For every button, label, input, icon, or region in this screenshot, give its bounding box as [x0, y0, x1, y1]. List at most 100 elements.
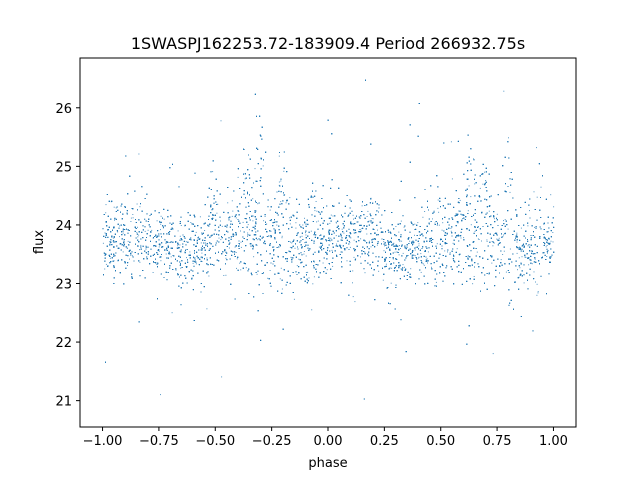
data-point: [493, 218, 495, 220]
data-point: [231, 200, 233, 202]
data-point: [414, 229, 416, 230]
data-point: [127, 240, 129, 242]
data-point: [240, 246, 242, 248]
data-point: [212, 171, 214, 173]
data-point: [280, 180, 282, 182]
data-point: [360, 230, 362, 232]
data-point: [352, 282, 353, 284]
data-point: [172, 255, 174, 256]
data-point: [290, 256, 292, 258]
data-point: [180, 267, 182, 269]
data-point: [496, 213, 498, 215]
data-point: [353, 239, 355, 241]
data-point: [252, 198, 254, 200]
data-point: [517, 269, 518, 271]
data-point: [536, 283, 538, 285]
data-point: [220, 120, 222, 122]
data-point: [129, 258, 130, 260]
data-point: [220, 239, 222, 241]
data-point: [186, 266, 188, 268]
data-point: [350, 237, 352, 239]
data-point: [335, 235, 337, 237]
data-point: [349, 242, 351, 244]
data-point: [410, 268, 412, 270]
data-point: [467, 210, 469, 212]
data-point: [285, 202, 287, 204]
data-point: [520, 227, 522, 229]
data-point: [367, 210, 369, 212]
data-point: [486, 239, 488, 241]
data-point: [470, 196, 472, 198]
data-point: [252, 220, 254, 222]
data-point: [227, 202, 229, 204]
data-point: [468, 185, 470, 187]
data-point: [113, 260, 115, 262]
data-point: [529, 210, 530, 212]
data-point: [378, 270, 380, 272]
data-point: [278, 184, 280, 186]
data-point: [546, 256, 548, 257]
data-point: [444, 250, 446, 252]
data-point: [218, 237, 220, 239]
data-point: [269, 270, 271, 271]
data-point: [398, 254, 400, 256]
data-point: [354, 301, 356, 303]
data-point: [290, 241, 291, 243]
data-point: [428, 223, 430, 225]
data-point: [330, 237, 332, 239]
data-point: [180, 225, 182, 226]
data-point: [516, 232, 518, 234]
data-point: [105, 263, 107, 265]
data-point: [298, 258, 300, 260]
data-point: [402, 264, 404, 266]
data-point: [256, 239, 258, 241]
data-point: [368, 220, 370, 222]
data-point: [503, 234, 504, 236]
data-point: [492, 245, 494, 247]
data-point: [201, 252, 203, 254]
data-point: [346, 260, 348, 262]
data-point: [550, 240, 552, 242]
data-point: [295, 227, 297, 229]
data-point: [503, 90, 505, 92]
data-point: [518, 257, 520, 259]
data-point: [256, 244, 258, 246]
data-point: [163, 218, 165, 220]
data-point: [521, 248, 523, 250]
data-point: [474, 230, 476, 232]
data-point: [201, 232, 203, 234]
data-point: [395, 226, 397, 227]
data-point: [139, 206, 141, 208]
data-point: [412, 257, 414, 258]
data-point: [552, 241, 554, 243]
data-point: [192, 262, 194, 264]
data-point: [280, 201, 282, 203]
data-point: [355, 258, 357, 260]
data-point: [242, 221, 244, 223]
data-point: [415, 246, 417, 248]
data-point: [470, 224, 472, 226]
data-point: [104, 232, 106, 234]
data-point: [537, 291, 539, 293]
data-point: [473, 276, 475, 277]
data-point: [305, 255, 307, 257]
data-point: [496, 238, 498, 240]
data-point: [436, 222, 438, 224]
data-point: [335, 221, 337, 223]
data-point: [264, 264, 266, 266]
data-point: [281, 288, 283, 290]
data-point: [160, 215, 162, 217]
data-point: [244, 178, 246, 180]
data-point: [119, 225, 121, 227]
data-point: [253, 227, 255, 229]
data-point: [152, 272, 154, 273]
data-point: [240, 269, 242, 271]
data-point: [276, 224, 278, 226]
data-point: [165, 243, 167, 244]
data-point: [391, 267, 393, 269]
data-point: [208, 275, 210, 277]
data-point: [279, 278, 281, 280]
data-point: [158, 246, 160, 248]
data-point: [420, 271, 422, 273]
data-point: [313, 261, 315, 263]
